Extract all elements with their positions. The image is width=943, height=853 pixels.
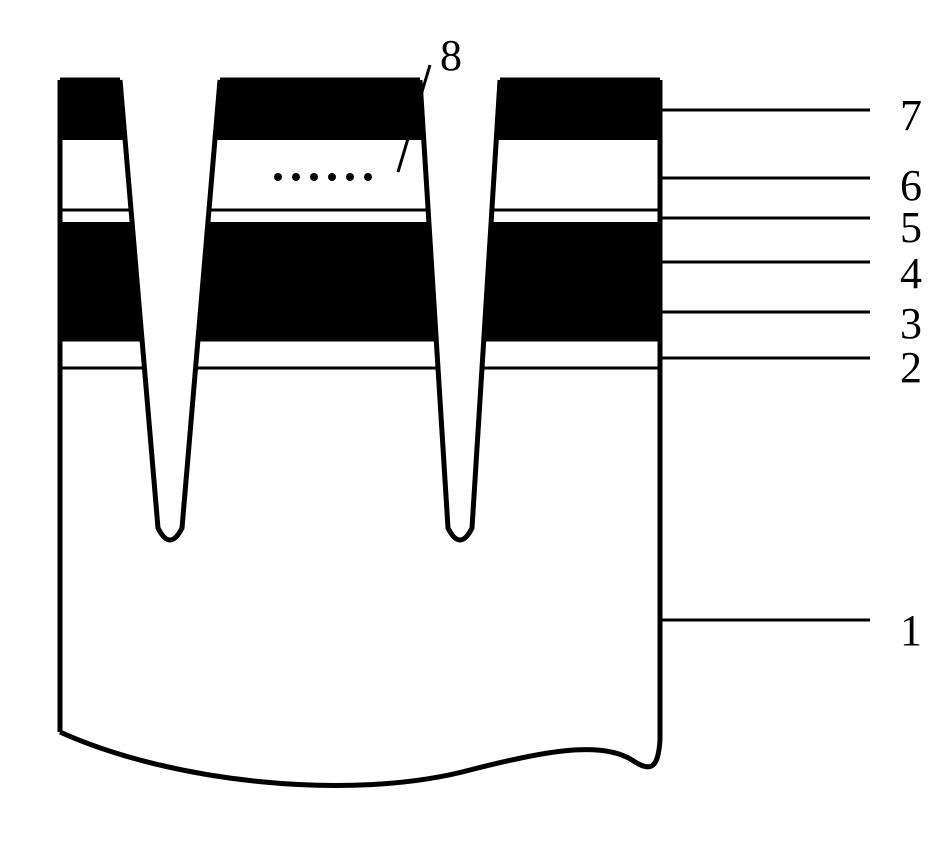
layer-4 <box>60 222 660 300</box>
label-4: 4 <box>900 249 922 298</box>
label-5: 5 <box>900 203 922 252</box>
layered-structure-diagram: 87654321 <box>0 0 943 853</box>
layer-3 <box>60 300 660 340</box>
label-8: 8 <box>440 31 462 80</box>
layer-7 <box>60 80 660 140</box>
layer-2 <box>60 340 660 368</box>
label-2: 2 <box>900 343 922 392</box>
label-1: 1 <box>900 606 922 655</box>
label-7: 7 <box>900 91 922 140</box>
layer-5 <box>60 210 660 222</box>
label-3: 3 <box>900 299 922 348</box>
layer-6 <box>60 140 660 210</box>
